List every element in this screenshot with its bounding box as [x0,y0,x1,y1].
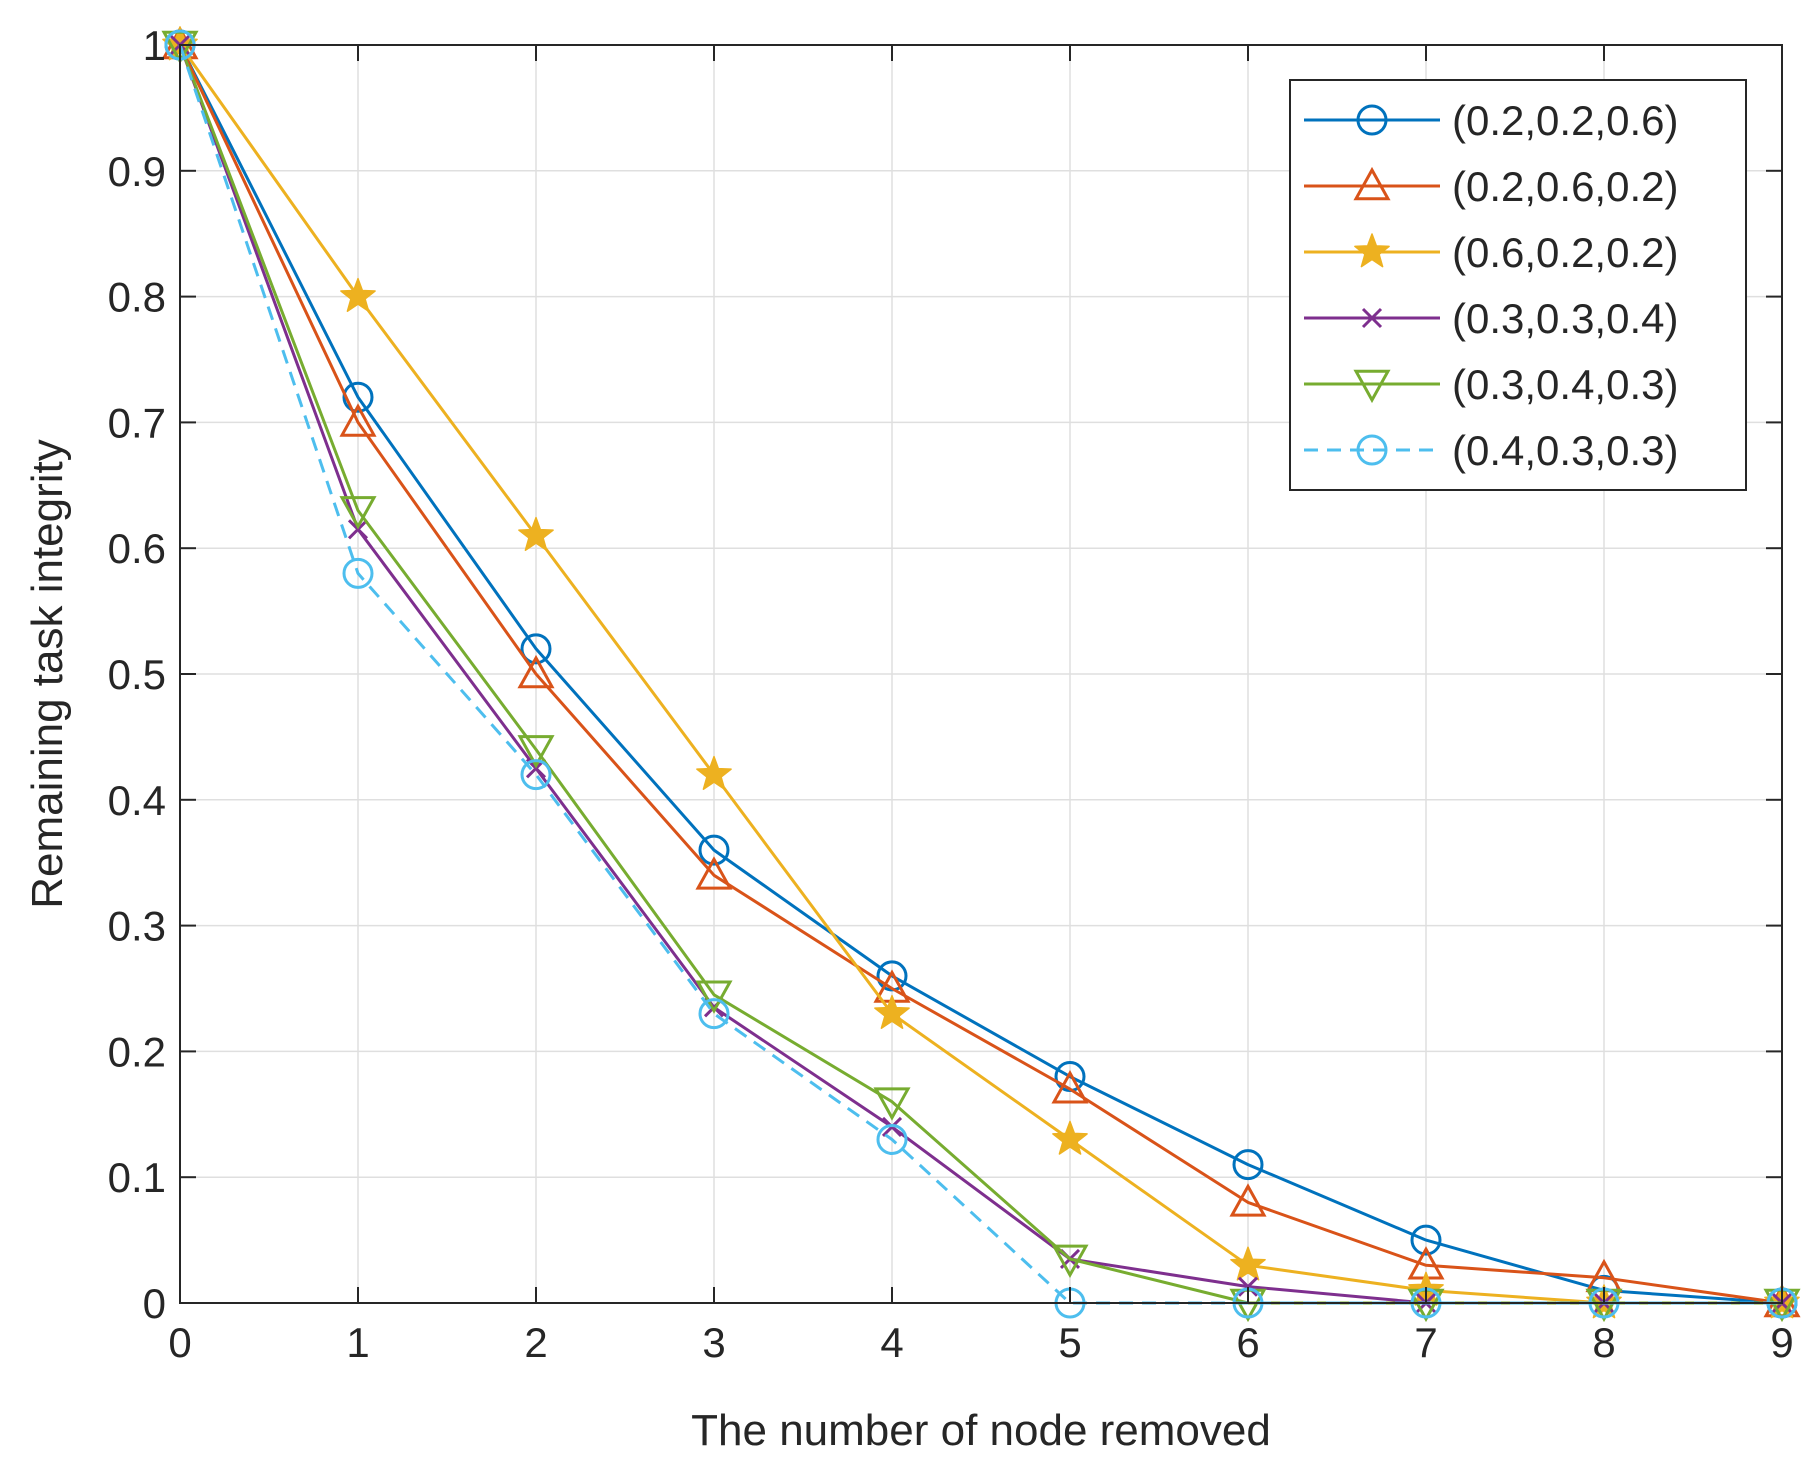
data-point [1230,1246,1266,1281]
x-tick-label: 8 [1592,1319,1615,1366]
series-line [178,44,1783,1305]
legend-marker [1353,166,1391,201]
x-tick-label: 2 [524,1319,547,1366]
x-tick-label: 9 [1770,1319,1793,1366]
series-line [178,44,1782,1305]
legend-marker [1361,307,1383,329]
legend-entry: (0.4,0.3,0.3) [1304,427,1678,474]
y-tick-label: 0.2 [108,1028,166,1075]
y-tick-label: 0.5 [108,651,166,698]
x-tick-label: 0 [168,1319,191,1366]
data-point [695,856,733,890]
data-point [1051,1070,1089,1104]
legend: (0.2,0.2,0.6) (0.2,0.6,0.2) (0.6,0.2,0.2) (… [1289,79,1747,491]
data-point [517,735,555,769]
x-tick-label: 7 [1414,1319,1437,1366]
data-point [1232,1149,1264,1181]
legend-marker [1353,369,1391,404]
legend-label: (0.2,0.2,0.6) [1452,97,1678,144]
legend-marker [1356,434,1388,466]
x-tick-label: 4 [880,1319,903,1366]
data-point [698,998,730,1030]
x-axis-label: The number of node removed [691,1406,1271,1455]
y-tick-label: 0.9 [108,148,166,195]
y-tick-label: 0.6 [108,525,166,572]
data-point [520,759,552,791]
data-point [517,654,555,689]
data-point [874,994,910,1029]
legend-label: (0.2,0.6,0.2) [1452,163,1678,210]
legend-entry: (0.6,0.2,0.2) [1304,229,1678,276]
legend-entry: (0.2,0.6,0.2) [1304,163,1678,210]
data-point [696,755,732,790]
data-point [1410,1224,1442,1256]
y-tick-label: 1 [143,22,166,69]
data-point [518,516,554,551]
data-point [698,834,730,866]
y-axis-label: Remaining task integrity [23,439,72,909]
data-point [1229,1183,1267,1217]
x-tick-label: 3 [702,1319,725,1366]
data-point [695,980,733,1014]
y-tick-label: 0.4 [108,777,166,824]
data-point [339,403,377,437]
legend-entry: (0.2,0.2,0.6) [1304,97,1678,144]
data-point [1237,1276,1259,1297]
ticks: 0 1 2 3 4 5 6 7 8 9 0 0.1 0.2 0.3 0.4 0.5 0.6 0.7 0.8 0.9 1 [108,22,1794,1366]
series-line [178,44,1783,1305]
data-point [1052,1120,1088,1155]
data-point [339,496,377,530]
legend-box [1289,79,1747,491]
y-tick-label: 0.3 [108,903,166,950]
legend-entry: (0.3,0.3,0.4) [1304,295,1678,342]
data-point [342,557,374,589]
y-tick-label: 0.1 [108,1154,166,1201]
legend-label: (0.6,0.2,0.2) [1452,229,1678,276]
legend-label: (0.3,0.4,0.3) [1452,361,1678,408]
data-point [340,277,376,312]
data-point [1051,1244,1089,1279]
y-tick-label: 0.7 [108,399,166,446]
x-tick-label: 5 [1058,1319,1081,1366]
legend-marker [1354,233,1390,268]
legend-label: (0.4,0.3,0.3) [1452,427,1678,474]
data-point [876,1123,908,1155]
x-tick-label: 6 [1236,1319,1259,1366]
data-point [342,381,374,413]
legend-marker [1356,104,1388,136]
legend-entry: (0.3,0.4,0.3) [1304,361,1678,408]
y-tick-label: 0 [143,1280,166,1327]
data-point [873,1087,911,1121]
x-tick-label: 1 [346,1319,369,1366]
y-tick-label: 0.8 [108,274,166,321]
data-point [520,633,552,665]
legend-label: (0.3,0.3,0.4) [1452,295,1678,342]
